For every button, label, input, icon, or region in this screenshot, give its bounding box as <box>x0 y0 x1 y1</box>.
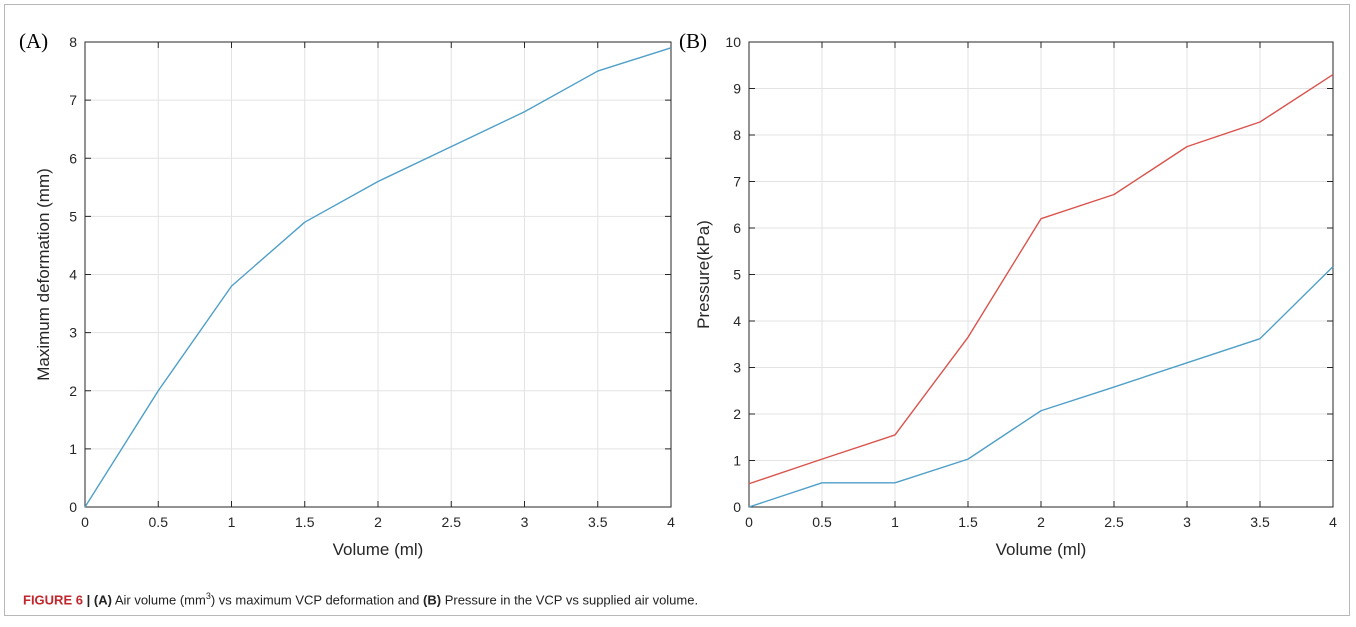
y-tick-label: 8 <box>733 127 741 143</box>
caption-figure-number: FIGURE 6 <box>23 592 83 608</box>
caption-label-b: (B) <box>423 592 442 608</box>
caption-separator: | <box>86 592 91 608</box>
caption-superscript: 3 <box>205 591 211 601</box>
figure-container: 0 0.5 1 1.5 2 2.5 3 3.5 4 0 1 2 3 4 5 6 7 8 Volume (ml) Max… <box>4 4 1350 616</box>
x-tick-label: 4 <box>667 514 675 530</box>
y-tick-label: 2 <box>69 383 77 399</box>
x-tick-label: 1.5 <box>958 514 978 530</box>
x-tick-label: 1 <box>891 514 899 530</box>
caption-text-b: Pressure in the VCP vs supplied air volu… <box>444 592 699 608</box>
y-tick-label: 3 <box>69 325 77 341</box>
x-tick-label: 0.5 <box>812 514 832 530</box>
y-tick-label: 1 <box>69 441 77 457</box>
y-tick-label: 7 <box>69 92 77 108</box>
caption-text-a-before: Air volume (mm <box>114 592 206 608</box>
chart-panel-a: 0 0.5 1 1.5 2 2.5 3 3.5 4 0 1 2 3 4 5 6 7 8 Volume (ml) Max… <box>19 29 675 559</box>
x-tick-label: 2 <box>1037 514 1045 530</box>
y-tick-label: 5 <box>69 208 77 224</box>
x-axis-label: Volume (ml) <box>333 540 424 559</box>
chart-panel-b: 0 0.5 1 1.5 2 2.5 3 3.5 4 0 1 2 3 4 5 6 7 8 9 10 Volume (ml)… <box>679 29 1337 559</box>
y-tick-label: 10 <box>725 34 741 50</box>
panel-label: (B) <box>679 29 707 53</box>
x-tick-label: 3.5 <box>1250 514 1270 530</box>
x-tick-label: 1 <box>228 514 236 530</box>
y-tick-label: 3 <box>733 360 741 376</box>
figure-caption: FIGURE 6 | (A) Air volume (mm3) vs maxim… <box>23 591 698 607</box>
x-tick-label: 0 <box>81 514 89 530</box>
y-tick-label: 8 <box>69 34 77 50</box>
y-tick-label: 6 <box>69 150 77 166</box>
x-axis-label: Volume (ml) <box>996 540 1087 559</box>
y-tick-label: 0 <box>733 499 741 515</box>
figure-charts: 0 0.5 1 1.5 2 2.5 3 3.5 4 0 1 2 3 4 5 6 7 8 Volume (ml) Max… <box>19 29 1337 559</box>
x-tick-label: 0 <box>745 514 753 530</box>
x-tick-label: 2 <box>374 514 382 530</box>
y-tick-label: 9 <box>733 81 741 97</box>
y-tick-label: 4 <box>69 267 77 283</box>
y-tick-label: 2 <box>733 406 741 422</box>
x-tick-label: 3 <box>521 514 529 530</box>
y-axis-label: Pressure(kPa) <box>694 220 713 329</box>
y-tick-label: 5 <box>733 267 741 283</box>
panel-label: (A) <box>19 29 48 53</box>
caption-text-a-after: ) vs maximum VCP deformation and <box>210 592 420 608</box>
x-tick-label: 2.5 <box>442 514 462 530</box>
y-tick-label: 7 <box>733 174 741 190</box>
x-tick-label: 3.5 <box>588 514 608 530</box>
y-tick-label: 4 <box>733 313 741 329</box>
x-tick-label: 2.5 <box>1104 514 1124 530</box>
x-tick-label: 4 <box>1329 514 1337 530</box>
x-tick-label: 1.5 <box>295 514 315 530</box>
caption-label-a: (A) <box>93 592 112 608</box>
y-tick-label: 6 <box>733 220 741 236</box>
y-axis-label: Maximum deformation (mm) <box>34 168 53 381</box>
y-tick-label: 0 <box>69 499 77 515</box>
y-tick-label: 1 <box>733 453 741 469</box>
x-tick-label: 3 <box>1183 514 1191 530</box>
x-tick-label: 0.5 <box>149 514 169 530</box>
